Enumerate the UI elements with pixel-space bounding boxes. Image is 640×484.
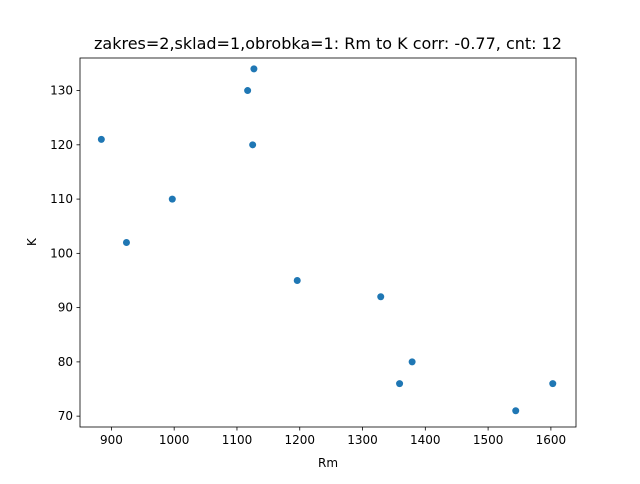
y-axis-label: K — [25, 237, 39, 246]
data-point — [250, 65, 258, 73]
data-point — [408, 358, 416, 366]
data-point — [97, 135, 105, 143]
data-point — [122, 239, 130, 246]
data-point — [249, 141, 257, 149]
data-point — [377, 293, 385, 301]
data-point — [168, 195, 176, 203]
x-tick-label: 1000 — [159, 433, 190, 447]
plot-area — [80, 58, 576, 427]
points-layer — [97, 65, 557, 415]
ticks-layer: 900 1000 1100 1200 1300 1400 1500 1600 70 80 90 100… — [50, 84, 566, 447]
chart-title: zakres=2,sklad=1,obrobka=1: Rm to K corr… — [94, 34, 562, 53]
x-tick-label: 900 — [100, 433, 123, 447]
x-tick-label: 1600 — [536, 433, 567, 447]
y-tick-label: 90 — [58, 301, 73, 315]
x-tick-label: 1100 — [222, 433, 253, 447]
data-point — [396, 380, 404, 388]
data-point — [293, 276, 301, 284]
y-tick-label: 80 — [58, 355, 73, 369]
y-tick-label: 120 — [50, 138, 73, 152]
data-point — [512, 407, 520, 415]
data-point — [549, 380, 557, 388]
x-tick-label: 1400 — [410, 433, 441, 447]
y-tick-label: 130 — [50, 84, 73, 98]
y-tick-label: 100 — [50, 246, 73, 260]
x-tick-label: 1200 — [284, 433, 315, 447]
data-point — [244, 87, 252, 95]
y-tick-label: 70 — [58, 409, 73, 423]
x-tick-label: 1300 — [347, 433, 378, 447]
x-axis-label: Rm — [318, 456, 338, 470]
y-tick-label: 110 — [50, 192, 73, 206]
plot-frame — [79, 57, 577, 428]
x-tick-label: 1500 — [473, 433, 504, 447]
